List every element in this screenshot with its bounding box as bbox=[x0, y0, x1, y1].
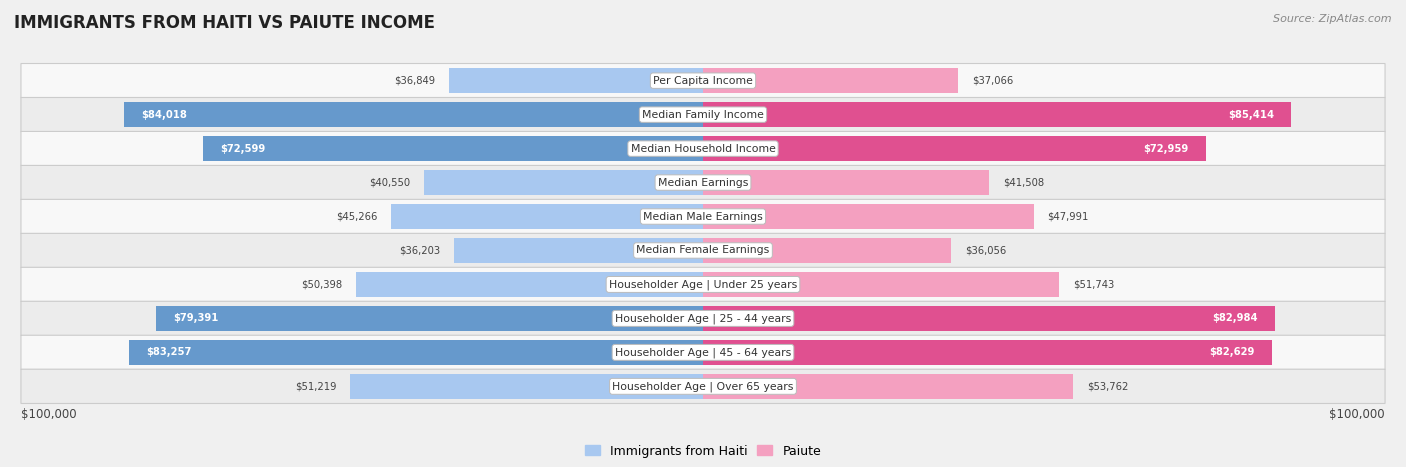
Bar bbox=[391, 204, 703, 229]
Bar bbox=[356, 272, 703, 297]
Text: $41,508: $41,508 bbox=[1002, 177, 1043, 188]
Bar bbox=[703, 69, 959, 93]
Bar bbox=[703, 272, 1060, 297]
Text: $100,000: $100,000 bbox=[21, 408, 76, 421]
Text: $84,018: $84,018 bbox=[142, 110, 187, 120]
Text: Householder Age | Under 25 years: Householder Age | Under 25 years bbox=[609, 279, 797, 290]
Text: Median Female Earnings: Median Female Earnings bbox=[637, 246, 769, 255]
Text: $45,266: $45,266 bbox=[336, 212, 377, 221]
FancyBboxPatch shape bbox=[21, 199, 1385, 234]
Text: $40,550: $40,550 bbox=[368, 177, 411, 188]
Text: IMMIGRANTS FROM HAITI VS PAIUTE INCOME: IMMIGRANTS FROM HAITI VS PAIUTE INCOME bbox=[14, 14, 434, 32]
Text: $79,391: $79,391 bbox=[173, 313, 219, 324]
FancyBboxPatch shape bbox=[21, 64, 1385, 98]
Text: $82,629: $82,629 bbox=[1209, 347, 1256, 357]
Text: $100,000: $100,000 bbox=[1330, 408, 1385, 421]
FancyBboxPatch shape bbox=[21, 234, 1385, 268]
Bar bbox=[703, 170, 988, 195]
FancyBboxPatch shape bbox=[21, 369, 1385, 403]
Bar bbox=[124, 102, 703, 127]
FancyBboxPatch shape bbox=[21, 98, 1385, 132]
Text: Median Household Income: Median Household Income bbox=[630, 143, 776, 154]
Text: $51,219: $51,219 bbox=[295, 382, 336, 391]
Bar bbox=[703, 238, 952, 263]
Text: $51,743: $51,743 bbox=[1073, 279, 1115, 290]
FancyBboxPatch shape bbox=[21, 335, 1385, 369]
Legend: Immigrants from Haiti, Paiute: Immigrants from Haiti, Paiute bbox=[579, 439, 827, 463]
Text: $85,414: $85,414 bbox=[1227, 110, 1274, 120]
Bar bbox=[156, 306, 703, 331]
FancyBboxPatch shape bbox=[21, 165, 1385, 200]
Bar bbox=[454, 238, 703, 263]
Bar bbox=[703, 102, 1292, 127]
Text: $82,984: $82,984 bbox=[1212, 313, 1257, 324]
Text: $36,203: $36,203 bbox=[399, 246, 440, 255]
Text: Per Capita Income: Per Capita Income bbox=[652, 76, 754, 85]
Text: $50,398: $50,398 bbox=[301, 279, 342, 290]
Bar bbox=[350, 374, 703, 398]
Text: $72,599: $72,599 bbox=[221, 143, 266, 154]
FancyBboxPatch shape bbox=[21, 301, 1385, 336]
Bar bbox=[449, 69, 703, 93]
Text: Householder Age | Over 65 years: Householder Age | Over 65 years bbox=[612, 381, 794, 392]
Text: Householder Age | 45 - 64 years: Householder Age | 45 - 64 years bbox=[614, 347, 792, 358]
Text: $47,991: $47,991 bbox=[1047, 212, 1088, 221]
Bar bbox=[703, 340, 1272, 365]
Bar bbox=[129, 340, 703, 365]
FancyBboxPatch shape bbox=[21, 267, 1385, 302]
Bar bbox=[703, 204, 1033, 229]
Text: Median Male Earnings: Median Male Earnings bbox=[643, 212, 763, 221]
Text: Median Family Income: Median Family Income bbox=[643, 110, 763, 120]
Bar bbox=[703, 306, 1275, 331]
Bar bbox=[423, 170, 703, 195]
Text: $83,257: $83,257 bbox=[146, 347, 193, 357]
Text: $37,066: $37,066 bbox=[972, 76, 1014, 85]
Text: $53,762: $53,762 bbox=[1087, 382, 1129, 391]
Text: $36,849: $36,849 bbox=[394, 76, 436, 85]
Bar bbox=[703, 136, 1205, 161]
Text: Median Earnings: Median Earnings bbox=[658, 177, 748, 188]
Text: $72,959: $72,959 bbox=[1143, 143, 1188, 154]
Text: Householder Age | 25 - 44 years: Householder Age | 25 - 44 years bbox=[614, 313, 792, 324]
Text: $36,056: $36,056 bbox=[965, 246, 1007, 255]
Bar bbox=[202, 136, 703, 161]
FancyBboxPatch shape bbox=[21, 131, 1385, 166]
Text: Source: ZipAtlas.com: Source: ZipAtlas.com bbox=[1274, 14, 1392, 24]
Bar bbox=[703, 374, 1073, 398]
